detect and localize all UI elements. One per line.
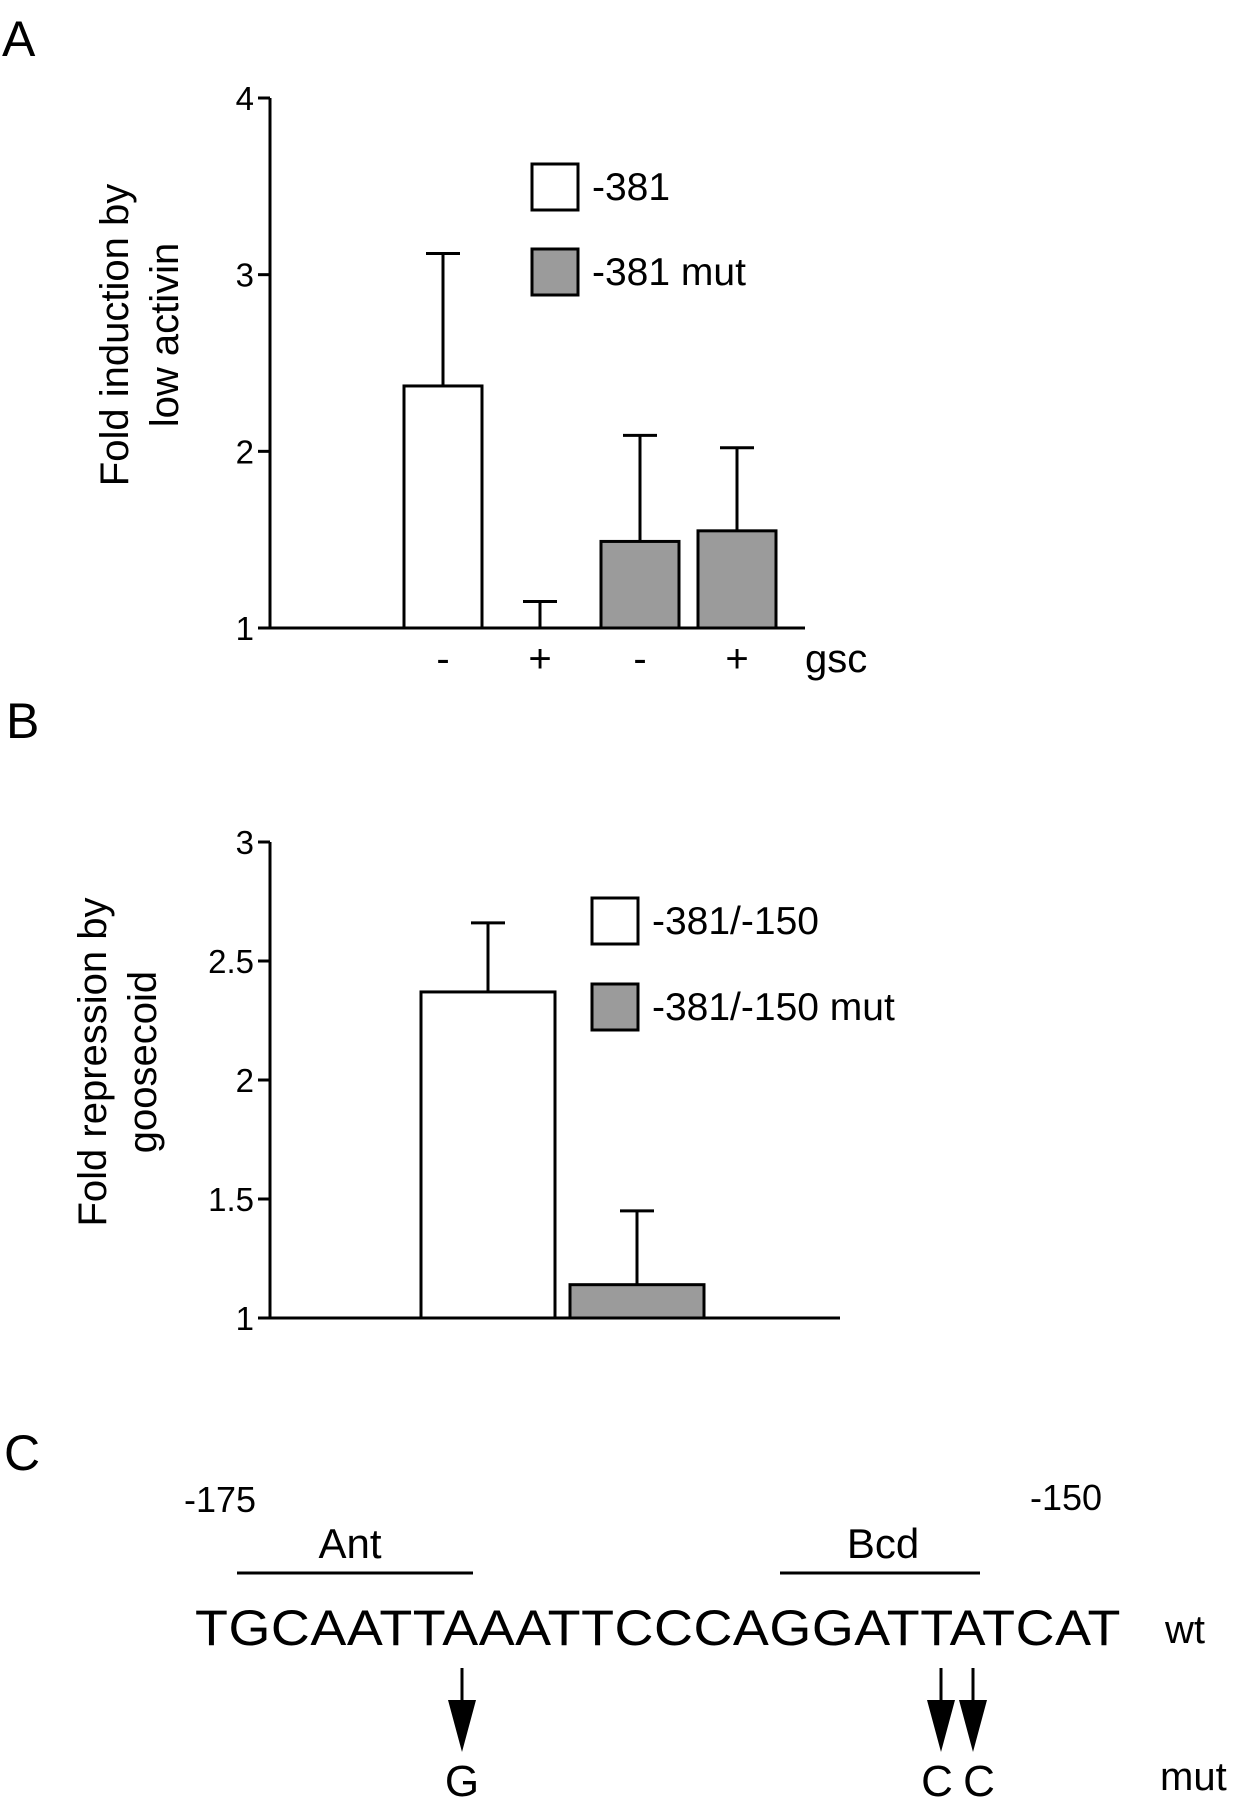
b-y-ticks: 1 1.5 2 2.5 3	[208, 824, 270, 1337]
panel-c-letter: C	[4, 1425, 40, 1481]
bcd-site-label: Bcd	[847, 1520, 919, 1567]
a-legend-swatch-open	[530, 162, 580, 212]
b-legend-label-2: -381/-150 mut	[652, 986, 895, 1029]
panel-c-sequence: -175 -150 Ant Bcd TGCAATTAAATTCCCAGGATTA…	[184, 1477, 1227, 1800]
b-tick-label: 1	[236, 1300, 254, 1337]
a-legend-label-1: -381	[592, 166, 670, 209]
mutation-arrow-2	[927, 1700, 955, 1752]
b-y-title-line1: Fold repression by	[71, 897, 115, 1226]
b-bar	[419, 990, 557, 1320]
a-tick-label: 2	[236, 433, 254, 470]
mutation-base-3: C	[963, 1757, 995, 1800]
wt-sequence: TGCAATTAAATTCCCAGGATTATCAT	[195, 1600, 1121, 1656]
a-bar	[599, 539, 681, 630]
a-y-title-line2: low activin	[143, 243, 187, 428]
b-bar	[568, 1283, 706, 1320]
b-bars	[419, 921, 706, 1320]
a-tick-label: 3	[236, 257, 254, 294]
panel-b-chart: 1 1.5 2 2.5 3 Fold repression by goosecoid -…	[71, 824, 895, 1337]
b-y-title-line2: goosecoid	[121, 971, 165, 1153]
a-category-label: +	[725, 637, 748, 681]
mutation-base-2: C	[921, 1757, 953, 1800]
panel-a-chart: 1 2 3 4 - + - + gsc Fold induction by low acti…	[93, 80, 867, 681]
mut-label: mut	[1160, 1755, 1227, 1799]
mutation-arrow-3	[959, 1700, 987, 1752]
a-bar	[696, 529, 778, 630]
a-category-label: -	[633, 637, 646, 681]
a-legend-swatch-shaded	[530, 247, 580, 297]
b-legend-swatch-open	[590, 896, 640, 946]
b-tick-label: 3	[236, 824, 254, 861]
a-x-categories: - + - +	[436, 637, 748, 681]
a-y-title-line1: Fold induction by	[93, 184, 137, 486]
mutation-arrow-1	[448, 1700, 476, 1752]
b-legend-label-1: -381/-150	[652, 900, 819, 943]
b-tick-label: 1.5	[208, 1181, 254, 1218]
b-tick-label: 2.5	[208, 943, 254, 980]
panel-a-letter: A	[2, 11, 36, 67]
a-category-label: +	[528, 637, 551, 681]
ant-site-label: Ant	[318, 1520, 381, 1567]
a-tick-label: 4	[236, 80, 254, 117]
panel-b-letter: B	[6, 693, 39, 749]
a-category-label: -	[436, 637, 449, 681]
a-bars	[402, 251, 778, 630]
a-legend-label-2: -381 mut	[592, 251, 746, 294]
b-tick-label: 2	[236, 1062, 254, 1099]
b-legend-swatch-shaded	[590, 982, 640, 1032]
a-bar	[402, 384, 484, 630]
a-gsc-label: gsc	[805, 637, 867, 681]
a-tick-label: 1	[236, 610, 254, 647]
start-position-label: -175	[184, 1479, 256, 1520]
end-position-label: -150	[1030, 1477, 1102, 1518]
wt-label: wt	[1164, 1608, 1205, 1652]
a-y-ticks: 1 2 3 4	[236, 80, 270, 647]
mutation-base-1: G	[445, 1757, 479, 1800]
